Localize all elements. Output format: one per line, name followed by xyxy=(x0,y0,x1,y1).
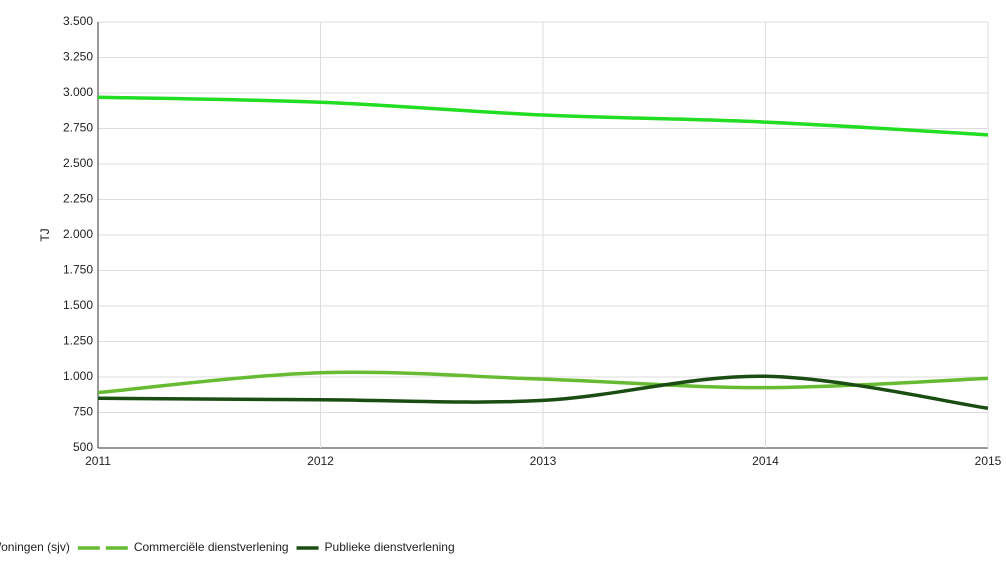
x-tick-label: 2011 xyxy=(85,454,111,468)
y-axis-label: TJ xyxy=(38,228,52,241)
y-tick-label: 1.500 xyxy=(63,298,93,312)
x-tick-label: 2015 xyxy=(975,454,1002,468)
y-tick-label: 2.750 xyxy=(63,121,93,135)
y-tick-label: 500 xyxy=(73,440,93,454)
line xyxy=(97,370,989,395)
y-tick-label: 2.250 xyxy=(63,192,93,206)
y-tick-label: 2.500 xyxy=(63,156,93,170)
x-tick-label: 2013 xyxy=(530,454,557,468)
legend-label: Woningen (sjv) xyxy=(0,540,70,554)
y-tick-label: 3.500 xyxy=(63,14,93,28)
line xyxy=(97,95,989,137)
x-tick-label: 2012 xyxy=(307,454,334,468)
legend-label: Publieke dienstverlening xyxy=(325,540,455,554)
x-tick-label: 2014 xyxy=(752,454,779,468)
line xyxy=(97,374,989,410)
y-tick-label: 1.250 xyxy=(63,334,93,348)
y-tick-label: 3.000 xyxy=(63,85,93,99)
y-tick-label: 1.750 xyxy=(63,263,93,277)
y-tick-label: 3.250 xyxy=(63,50,93,64)
y-tick-label: 750 xyxy=(73,405,93,419)
legend-label: Commerciële dienstverlening xyxy=(134,540,289,554)
y-tick-label: 1.000 xyxy=(63,369,93,383)
y-tick-label: 2.000 xyxy=(63,227,93,241)
